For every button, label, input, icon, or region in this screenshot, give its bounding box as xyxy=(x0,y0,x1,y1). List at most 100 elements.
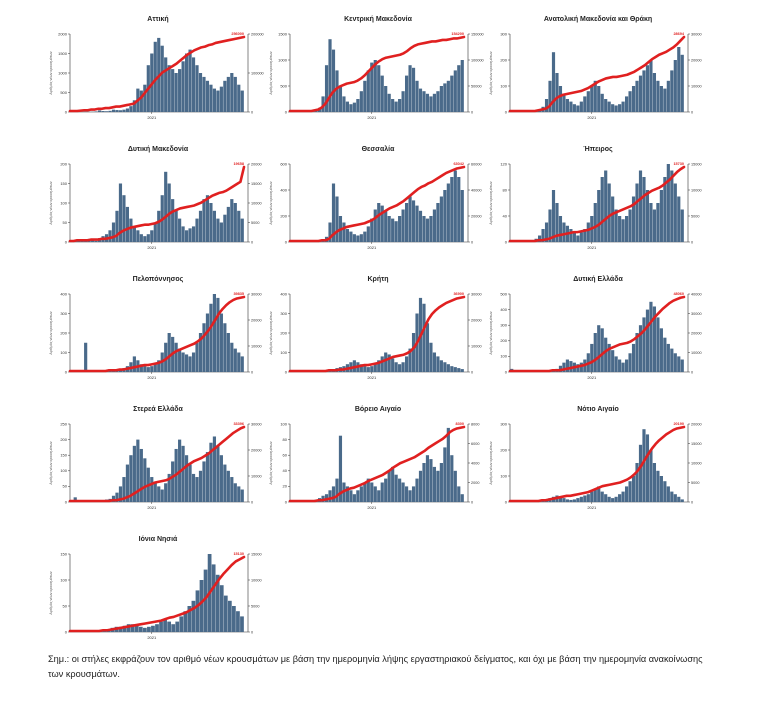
chart-plot: Αριθμός νέων κρουσμάτων 0 100 200 300 400 0 100… xyxy=(49,291,262,380)
bar xyxy=(604,337,608,372)
bar xyxy=(153,222,157,242)
chart-panel: Δυτική Μακεδονία Αριθμός νέων κρουσμάτων 0… xyxy=(48,146,268,256)
bar xyxy=(558,86,563,112)
bar xyxy=(111,109,116,112)
bar xyxy=(544,99,549,112)
bar xyxy=(586,91,590,112)
y-axis-label: Αριθμός νέων κρουσμάτων xyxy=(49,311,53,354)
bar xyxy=(142,627,147,632)
bar xyxy=(384,352,388,372)
y-tick-label: 0 xyxy=(505,109,508,114)
bar xyxy=(436,91,440,112)
bar xyxy=(226,206,230,242)
chart-panel: Κρήτη Αριθμός νέων κρουσμάτων 0 100 200 300 40… xyxy=(268,276,488,386)
y-axis-label: Αριθμός νέων κρουσμάτων xyxy=(489,441,493,484)
chart-title: Ιόνια Νησιά xyxy=(138,536,178,543)
bar xyxy=(331,183,336,242)
y-tick-label: 200 xyxy=(60,330,67,335)
bar xyxy=(342,222,346,242)
bar xyxy=(321,96,325,112)
bar xyxy=(230,342,234,372)
x-tick-label: 2021 xyxy=(147,505,157,510)
bar xyxy=(230,477,234,502)
cumulative-end-label: 19658 xyxy=(233,162,244,166)
bar xyxy=(631,343,636,372)
chart-panel: Ήπειρος Αριθμός νέων κρουσμάτων 0 40 80 120 0 5… xyxy=(488,146,708,256)
bar xyxy=(450,177,454,242)
y2-tick-label: 20000 xyxy=(691,422,702,426)
bar xyxy=(631,476,636,502)
bar xyxy=(649,60,653,112)
bar xyxy=(597,86,601,112)
bar xyxy=(457,177,461,242)
bar xyxy=(666,80,670,112)
bar xyxy=(583,495,587,502)
bar xyxy=(187,606,192,632)
bar xyxy=(677,356,681,372)
bar xyxy=(209,84,213,112)
y-tick-label: 400 xyxy=(500,307,507,312)
bar xyxy=(551,190,556,242)
bar xyxy=(139,448,143,502)
y-axis-label: Αριθμός νέων κρουσμάτων xyxy=(269,51,273,94)
bar xyxy=(232,606,236,632)
bar xyxy=(237,210,241,242)
bar xyxy=(94,111,98,112)
bar xyxy=(191,473,196,502)
bar xyxy=(415,478,419,502)
bar xyxy=(223,214,227,242)
bar xyxy=(132,226,136,242)
bar xyxy=(604,494,608,502)
y2-tick-label: 0 xyxy=(691,240,693,244)
bar xyxy=(635,80,639,112)
y-axis-label: Αριθμός νέων κρουσμάτων xyxy=(269,441,273,484)
bar xyxy=(157,210,161,242)
bar xyxy=(84,342,88,372)
bar xyxy=(129,218,133,242)
y-tick-label: 400 xyxy=(60,291,67,296)
y-tick-label: 500 xyxy=(60,90,67,95)
bar xyxy=(111,222,116,242)
bar xyxy=(387,470,391,502)
bar xyxy=(432,466,437,502)
y2-tick-label: 5000 xyxy=(251,604,259,608)
y-axis-label: Αριθμός νέων κρουσμάτων xyxy=(269,311,273,354)
bar xyxy=(356,99,360,112)
y2-tick-label: 5000 xyxy=(251,221,259,225)
y2-tick-label: 0 xyxy=(691,110,693,114)
bar xyxy=(659,476,663,502)
y2-tick-label: 100000 xyxy=(251,71,264,75)
bar xyxy=(642,70,646,112)
chart-title: Στερεά Ελλάδα xyxy=(133,406,183,413)
bar xyxy=(611,196,615,242)
bar xyxy=(404,486,409,502)
bar xyxy=(171,461,175,502)
cumulative-line xyxy=(288,165,466,243)
bar xyxy=(555,203,559,242)
bar xyxy=(569,229,573,242)
bar xyxy=(159,621,163,632)
cumulative-end-label: 20190 xyxy=(673,422,684,426)
bar xyxy=(425,93,430,112)
chart-plot: Αριθμός νέων κρουσμάτων 0 50 100 150 200 0 5000… xyxy=(49,161,262,250)
bar xyxy=(184,230,189,242)
bar xyxy=(677,496,681,502)
bar xyxy=(418,470,423,502)
bar xyxy=(628,481,632,502)
y2-tick-label: 40000 xyxy=(471,188,482,192)
bar xyxy=(429,96,433,112)
y-tick-label: 100 xyxy=(500,473,507,478)
bar xyxy=(167,65,171,112)
y-tick-label: 100 xyxy=(280,350,287,355)
bar xyxy=(460,190,464,242)
chart-title: Δυτική Ελλάδα xyxy=(573,276,623,283)
bar xyxy=(600,491,604,502)
bar xyxy=(163,619,167,632)
y-tick-label: 1500 xyxy=(278,31,288,36)
y-tick-label: 250 xyxy=(60,421,67,426)
chart-panel: Στερεά Ελλάδα Αριθμός νέων κρουσμάτων 0 50 1… xyxy=(48,406,268,516)
y2-tick-label: 0 xyxy=(691,500,693,504)
bar xyxy=(167,621,172,632)
bar xyxy=(195,477,199,502)
bar xyxy=(181,352,185,372)
